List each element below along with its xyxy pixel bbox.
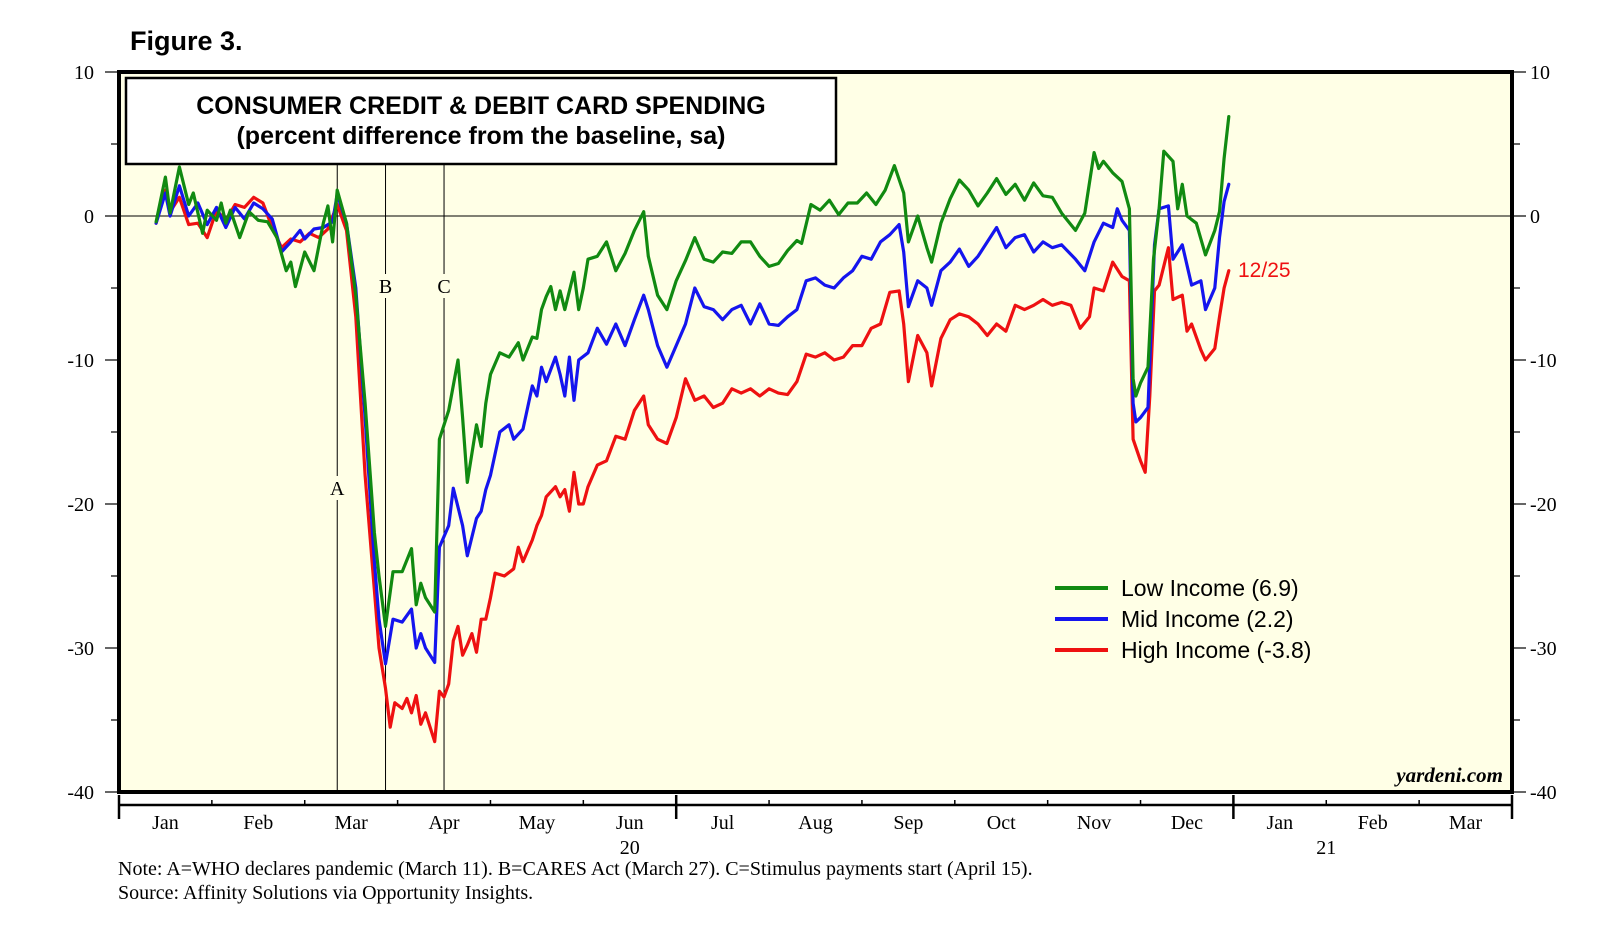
x-tick-label: Mar xyxy=(1449,812,1483,834)
x-tick-label: Aug xyxy=(798,812,832,834)
year-label: 20 xyxy=(620,837,640,859)
event-label-bg xyxy=(375,274,396,298)
x-tick-label: May xyxy=(519,812,556,834)
x-tick-label: Jan xyxy=(1266,812,1293,834)
x-tick-label: Oct xyxy=(987,812,1016,834)
y-tick-label-left: 0 xyxy=(84,206,94,228)
y-tick-label-left: -30 xyxy=(67,638,94,660)
series-line-low xyxy=(154,115,1231,628)
y-tick-label-right: 10 xyxy=(1530,62,1550,84)
event-label-a: A xyxy=(330,478,345,500)
x-tick-label: Apr xyxy=(428,812,459,834)
note-text: Note: A=WHO declares pandemic (March 11)… xyxy=(118,858,1033,880)
y-tick-label-right: -20 xyxy=(1530,494,1557,516)
plot-area xyxy=(117,70,1514,794)
legend-label-mid: Mid Income (2.2) xyxy=(1121,606,1294,632)
event-label-b: B xyxy=(379,276,392,298)
title-box xyxy=(124,76,838,166)
last-date-label: 12/25 xyxy=(1238,259,1291,282)
y-tick-label-left: -20 xyxy=(67,494,94,516)
chart-subtitle: (percent difference from the baseline, s… xyxy=(236,122,725,150)
series-line-high xyxy=(154,188,1231,744)
x-tick-label: Feb xyxy=(243,812,273,834)
y-tick-label-right: -30 xyxy=(1530,638,1557,660)
x-tick-label: Jan xyxy=(152,812,179,834)
x-tick-label: Dec xyxy=(1171,812,1203,834)
x-tick-label: Feb xyxy=(1358,812,1388,834)
x-tick-label: Jul xyxy=(711,812,735,834)
y-tick-label-left: -10 xyxy=(67,350,94,372)
watermark: yardeni.com xyxy=(1393,763,1503,787)
series-lines xyxy=(154,115,1231,744)
y-axis-left: 10 0 -10 -20 -30 -40 xyxy=(67,62,119,804)
year-label: 21 xyxy=(1316,837,1336,859)
x-tick-label: Jun xyxy=(616,812,644,834)
event-label-c: C xyxy=(437,276,450,298)
y-tick-label-right: -10 xyxy=(1530,350,1557,372)
legend-label-low: Low Income (6.9) xyxy=(1121,575,1299,601)
event-label-bg xyxy=(327,476,348,500)
legend-label-high: High Income (-3.8) xyxy=(1121,637,1311,663)
chart-title: CONSUMER CREDIT & DEBIT CARD SPENDING xyxy=(196,92,765,120)
figure-label: Figure 3. xyxy=(130,26,243,56)
x-axis: Jan Feb Mar Apr May Jun Jul Aug Sep Oct Nov Dec Jan F… xyxy=(117,795,1514,859)
x-tick-label: Mar xyxy=(335,812,369,834)
x-tick-label: Nov xyxy=(1077,812,1111,834)
x-tick-label: Sep xyxy=(893,812,923,834)
event-markers: A B C xyxy=(327,163,455,792)
y-tick-label-right: 0 xyxy=(1530,206,1540,228)
y-tick-label-left: 10 xyxy=(74,62,94,84)
event-label-bg xyxy=(434,274,455,298)
source-text: Source: Affinity Solutions via Opportuni… xyxy=(118,882,534,904)
y-tick-label-left: -40 xyxy=(67,782,94,804)
y-tick-label-right: -40 xyxy=(1530,782,1557,804)
y-axis-right: 10 0 -10 -20 -30 -40 xyxy=(1512,62,1557,804)
legend: Low Income (6.9) Mid Income (2.2) High Inc… xyxy=(1055,575,1311,663)
